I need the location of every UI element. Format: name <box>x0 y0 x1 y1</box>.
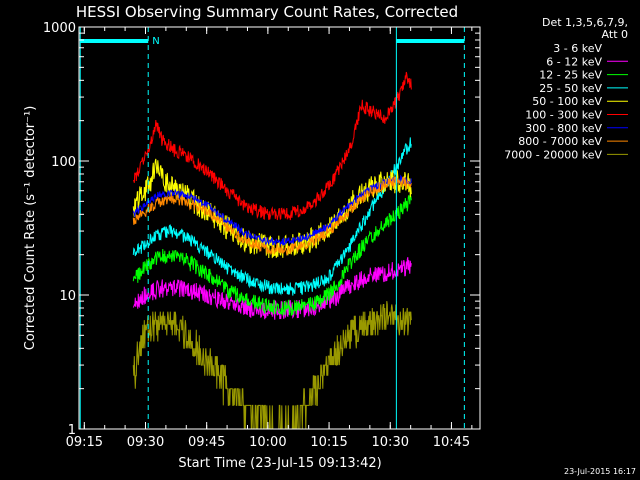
plot-frame <box>78 26 481 430</box>
legend-label-2: 12 - 25 keV <box>539 69 602 82</box>
x-axis-label: Start Time (23-Jul-15 09:13:42) <box>178 456 381 471</box>
series-line-1 <box>132 257 412 320</box>
plot-timestamp: 23-Jul-2015 16:17 <box>564 467 636 476</box>
legend-label-6: 300 - 800 keV <box>525 122 602 135</box>
x-tick-label-2: 09:45 <box>188 435 225 450</box>
x-tick-label-5: 10:30 <box>372 435 409 450</box>
marker-bar-0 <box>80 39 149 43</box>
series-line-8 <box>132 301 412 429</box>
series-line-3 <box>132 137 412 296</box>
series-line-5 <box>132 71 412 221</box>
legend-header-line-2: Att 0 <box>602 28 628 41</box>
observing-markers: N <box>79 27 465 429</box>
legend-label-5: 100 - 300 keV <box>525 109 602 122</box>
series-layer <box>132 71 412 429</box>
x-tick-label-1: 09:30 <box>127 435 164 450</box>
y-axis-label: Corrected Count Rate (s⁻¹ detector⁻¹) <box>23 106 38 351</box>
legend-label-1: 6 - 12 keV <box>546 55 602 68</box>
x-tick-label-3: 10:00 <box>249 435 286 450</box>
plot-area: N <box>79 27 465 429</box>
legend-label-0: 3 - 6 keV <box>553 42 602 55</box>
x-tick-label-6: 10:45 <box>433 435 470 450</box>
series-line-2 <box>132 193 412 316</box>
legend-label-4: 50 - 100 keV <box>532 95 602 108</box>
marker-bar-label-0: N <box>152 36 159 47</box>
x-tick-label-0: 09:15 <box>66 435 103 450</box>
axis-ticks: 09:15 09:30 09:45 10:00 10:15 10:30 10:45 1 10 10… <box>43 21 480 450</box>
legend-label-3: 25 - 50 keV <box>539 82 602 95</box>
legend-header-line-1: Det 1,3,5,6,7,9, <box>542 16 628 29</box>
y-tick-label-0: 1 <box>68 423 76 438</box>
marker-bar-1 <box>396 39 465 43</box>
chart-title: HESSI Observing Summary Count Rates, Cor… <box>76 3 458 21</box>
y-tick-label-2: 100 <box>51 155 76 170</box>
series-line-7 <box>132 176 412 257</box>
legend-label-8: 7000 - 20000 keV <box>504 148 602 161</box>
x-tick-label-4: 10:15 <box>310 435 347 450</box>
y-tick-label-1: 10 <box>59 289 76 304</box>
legend-label-7: 800 - 7000 keV <box>518 135 602 148</box>
y-tick-label-3: 1000 <box>43 21 76 36</box>
series-line-0 <box>132 254 412 303</box>
